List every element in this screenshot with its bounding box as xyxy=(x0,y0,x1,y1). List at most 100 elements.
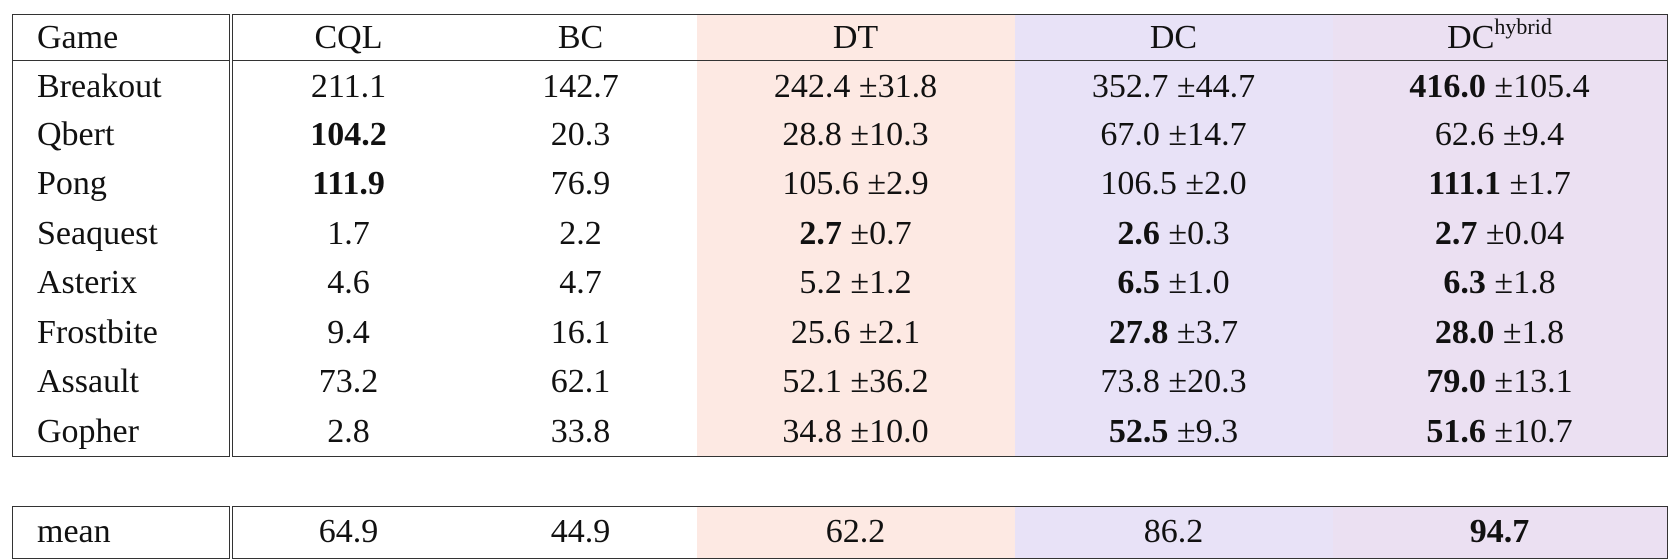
cell-dch-std: ±1.8 xyxy=(1494,264,1556,302)
cell-dc: 27.8 ±3.7 xyxy=(1014,308,1333,358)
mean-cql-value: 64.9 xyxy=(318,513,379,550)
cell-dc: 352.7 ±44.7 xyxy=(1014,60,1333,110)
gap-cell xyxy=(1332,456,1667,506)
header-dt: DT xyxy=(696,14,1015,61)
table-row: Frostbite 9.4 16.1 25.6 ±2.1 27.8 ±3.7 28.0 ±… xyxy=(12,308,1668,358)
cell-cql-value: 211.1 xyxy=(310,67,387,105)
cell-dch: 6.3 ±1.8 xyxy=(1332,258,1668,308)
cell-dch-std: ±0.04 xyxy=(1485,214,1565,252)
cell-dt-value: 34.8 xyxy=(782,412,842,450)
row-game-name: Assault xyxy=(12,357,233,407)
table-row: Breakout 211.1 142.7 242.4 ±31.8 352.7 ±44.7… xyxy=(12,60,1668,111)
mean-cell-cql: 64.9 xyxy=(230,505,465,559)
cell-dc-value: 6.5 xyxy=(1117,264,1160,302)
header-bc: BC xyxy=(464,14,697,61)
row-game-name: Seaquest xyxy=(12,209,233,259)
cell-dt-std: ±10.3 xyxy=(850,115,929,153)
table-row: Asterix 4.6 4.7 5.2 ±1.2 6.5 ±1.0 6.3 ±1.8 xyxy=(12,258,1668,309)
cell-dch: 51.6 ±10.7 xyxy=(1332,407,1668,457)
table-row: Gopher 2.8 33.8 34.8 ±10.0 52.5 ±9.3 51.6 ±10… xyxy=(12,407,1668,457)
mean-cell-dt: 62.2 xyxy=(696,505,1015,559)
table-gap-row xyxy=(12,456,1667,506)
cell-dch: 416.0 ±105.4 xyxy=(1332,60,1668,110)
cell-cql: 104.2 xyxy=(231,110,465,160)
header-cql: CQL xyxy=(230,14,465,61)
cell-cql-value: 1.7 xyxy=(327,214,370,252)
cell-dc-std: ±0.3 xyxy=(1168,214,1230,252)
cell-dch-std: ±1.8 xyxy=(1502,313,1565,351)
cell-bc-value: 20.3 xyxy=(550,115,611,153)
row-game-name: Gopher xyxy=(12,407,233,457)
cell-bc-value: 4.7 xyxy=(559,264,602,302)
cell-cql: 211.1 xyxy=(231,61,465,111)
cell-bc-value: 76.9 xyxy=(550,165,611,203)
results-table-container: Game CQL BC DT DC DChybrid Breakout 211.1… xyxy=(12,13,1668,559)
mean-row: mean 64.9 44.9 62.2 86.2 94.7 xyxy=(12,505,1668,559)
table-row: Assault 73.2 62.1 52.1 ±36.2 73.8 ±20.3 79.0 … xyxy=(12,357,1668,408)
mean-bc-value: 44.9 xyxy=(550,513,611,550)
cell-dt-std: ±36.2 xyxy=(850,363,929,401)
cell-bc: 20.3 xyxy=(465,110,697,160)
cell-dch-std: ±105.4 xyxy=(1494,67,1590,105)
cell-dt-std: ±2.9 xyxy=(867,165,929,203)
mean-cell-dc: 86.2 xyxy=(1014,505,1333,559)
cell-dc-std: ±1.0 xyxy=(1168,264,1230,302)
cell-cql: 9.4 xyxy=(231,308,465,358)
cell-dt-std: ±0.7 xyxy=(850,214,912,252)
cell-dc-std: ±14.7 xyxy=(1168,115,1247,153)
cell-bc: 142.7 xyxy=(465,61,697,111)
cell-cql: 2.8 xyxy=(230,407,465,457)
cell-dt-value: 5.2 xyxy=(799,264,842,302)
cell-dc-std: ±3.7 xyxy=(1176,313,1239,351)
cell-dt-std: ±1.2 xyxy=(850,264,912,302)
cell-dc-value: 352.7 xyxy=(1091,67,1169,105)
cell-cql-value: 9.4 xyxy=(327,313,370,351)
cell-bc-value: 62.1 xyxy=(550,363,611,401)
cell-dch-std: ±9.4 xyxy=(1502,115,1565,153)
cell-dt-value: 105.6 xyxy=(782,165,859,203)
cell-dt-std: ±10.0 xyxy=(850,412,929,450)
mean-dch-value: 94.7 xyxy=(1469,513,1530,550)
cell-dch: 111.1 ±1.7 xyxy=(1332,159,1668,209)
cell-bc-value: 16.1 xyxy=(550,313,611,351)
table-row: Qbert 104.2 20.3 28.8 ±10.3 67.0 ±14.7 62.6 ±… xyxy=(12,110,1668,160)
header-dc-hybrid-superscript: hybrid xyxy=(1494,13,1552,39)
table-body: Breakout 211.1 142.7 242.4 ±31.8 352.7 ±44.7… xyxy=(12,60,1668,559)
cell-bc-value: 33.8 xyxy=(550,412,611,450)
row-game-name: Pong xyxy=(12,159,233,209)
cell-dt-value: 242.4 xyxy=(773,67,851,105)
cell-dt: 52.1 ±36.2 xyxy=(696,357,1015,407)
cell-dc-value: 2.6 xyxy=(1117,214,1160,252)
cell-bc-value: 2.2 xyxy=(559,214,602,252)
mean-dc-value: 86.2 xyxy=(1143,513,1204,550)
gap-cell xyxy=(230,456,465,506)
cell-bc: 2.2 xyxy=(465,209,697,259)
cell-dch-value: 2.7 xyxy=(1434,214,1478,252)
cell-cql: 111.9 xyxy=(231,160,465,210)
mean-cell-dch: 94.7 xyxy=(1332,505,1668,559)
cell-dch: 2.7 ±0.04 xyxy=(1332,209,1668,259)
cell-dch-value: 79.0 xyxy=(1426,363,1486,401)
cell-dc-std: ±20.3 xyxy=(1168,363,1247,401)
cell-dch: 28.0 ±1.8 xyxy=(1332,308,1668,358)
cell-dc: 67.0 ±14.7 xyxy=(1014,110,1333,160)
cell-cql-value: 2.8 xyxy=(327,412,370,450)
gap-cell xyxy=(696,456,1015,506)
cell-dc-value: 52.5 xyxy=(1108,412,1169,450)
cell-dt: 2.7 ±0.7 xyxy=(696,209,1015,259)
cell-cql-value: 73.2 xyxy=(318,363,379,401)
cell-dc: 6.5 ±1.0 xyxy=(1014,258,1333,308)
cell-dch-std: ±10.7 xyxy=(1494,412,1573,450)
cell-bc: 76.9 xyxy=(465,160,697,210)
cell-dch-value: 111.1 xyxy=(1428,165,1502,203)
cell-cql: 1.7 xyxy=(231,209,465,259)
cell-bc: 62.1 xyxy=(465,358,697,408)
cell-dc-value: 27.8 xyxy=(1108,313,1169,351)
cell-dch-std: ±1.7 xyxy=(1509,165,1571,203)
cell-dch-value: 62.6 xyxy=(1434,115,1495,153)
cell-bc: 4.7 xyxy=(465,259,697,309)
row-game-name: Asterix xyxy=(12,258,233,308)
header-dc: DC xyxy=(1014,14,1333,61)
cell-dc: 2.6 ±0.3 xyxy=(1014,209,1333,259)
cell-dt-value: 2.7 xyxy=(799,214,842,252)
